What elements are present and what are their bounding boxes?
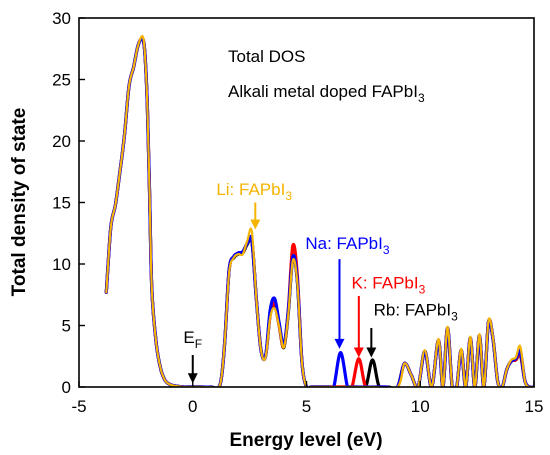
arrow-li-fapbi3 [250, 202, 261, 230]
x-tick-label: 5 [302, 397, 311, 416]
x-axis: -5 0 5 10 15 [71, 381, 543, 416]
fermi-label: EF [183, 328, 202, 351]
series-labels: Li: FAPbI3 Na: FAPbI3 K: FAPbI3 Rb: FAPbI3 [216, 180, 458, 358]
label-li-fapbi3: Li: FAPbI3 [216, 180, 292, 203]
annotation-line-2-main: Alkali metal doped FAPbI [228, 82, 418, 101]
y-tick-label: 5 [62, 317, 71, 336]
annotation-line-1: Total DOS [228, 47, 305, 66]
label-na-fapbi3: Na: FAPbI3 [305, 234, 389, 257]
y-tick-label: 20 [52, 132, 71, 151]
annotation-line-2-subscript: 3 [418, 91, 425, 105]
label-rb-fapbi3: Rb: FAPbI3 [374, 301, 458, 324]
y-axis: 0 5 10 15 20 25 30 [52, 9, 85, 397]
series-curves [104, 35, 534, 387]
y-tick-label: 0 [62, 378, 71, 397]
x-tick-label: 10 [411, 397, 430, 416]
x-tick-label: 15 [525, 397, 544, 416]
label-k-fapbi3: K: FAPbI3 [352, 274, 426, 297]
y-tick-label: 15 [52, 194, 71, 213]
arrow-rb-fapbi3 [366, 327, 377, 358]
x-axis-title: Energy level (eV) [229, 430, 382, 451]
fermi-marker: EF [183, 328, 202, 384]
y-tick-label: 10 [52, 255, 71, 274]
annotation-line-2: Alkali metal doped FAPbI3 [228, 82, 425, 105]
y-axis-title: Total density of state [9, 108, 30, 297]
fermi-arrow [187, 355, 198, 384]
x-tick-label: -5 [71, 397, 86, 416]
y-tick-label: 25 [52, 71, 71, 90]
x-tick-label: 0 [188, 397, 197, 416]
arrow-k-fapbi3 [353, 295, 364, 358]
series-line-li-fapbi3 [105, 35, 534, 387]
arrow-na-fapbi3 [334, 259, 345, 349]
y-tick-label: 30 [52, 9, 71, 28]
